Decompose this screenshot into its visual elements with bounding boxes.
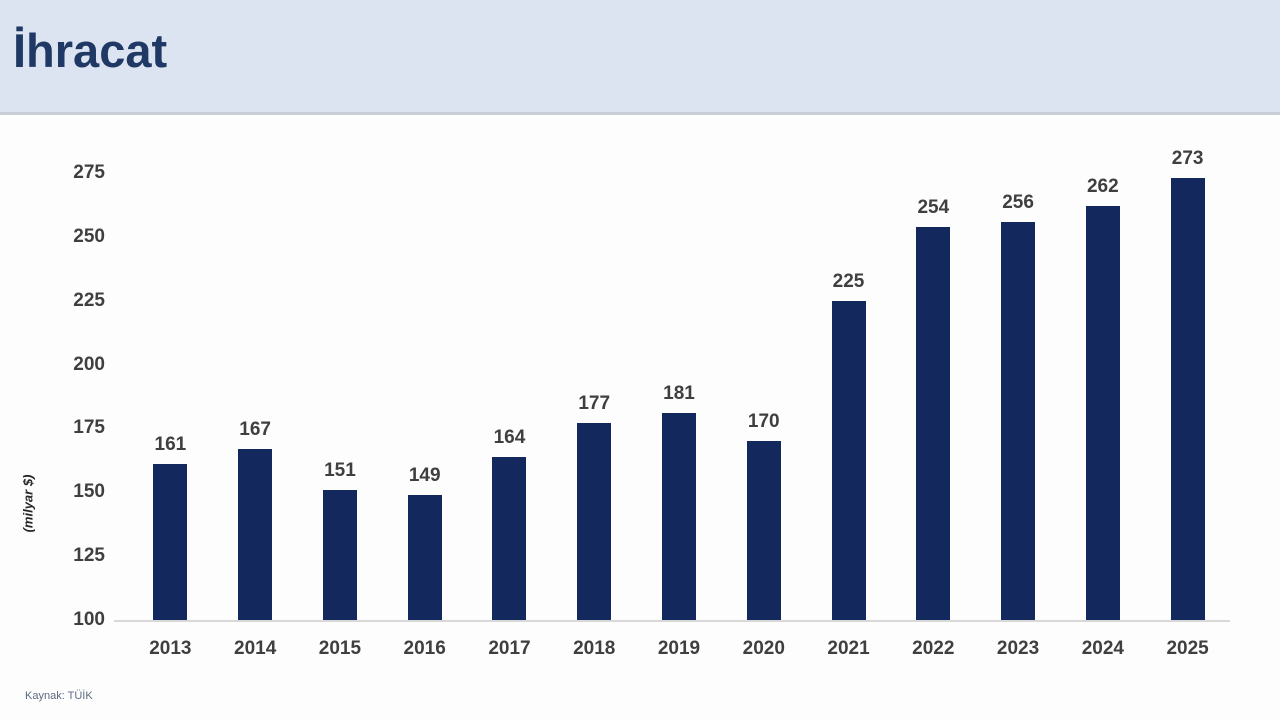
slide-header: İhracat [0,0,1280,115]
bar-2019 [662,413,696,620]
bar-value-label-2018: 177 [578,393,611,415]
bar-value-label-2025: 273 [1171,148,1204,170]
x-tick-2016: 2016 [403,638,446,659]
bar-2018 [577,423,612,620]
y-axis-title: (milyar $) [20,474,36,533]
bar-value-label-2013: 161 [154,434,187,456]
bar-value-label-2019: 181 [663,383,695,405]
bar-2014 [238,448,273,620]
bar-value-label-2015: 151 [324,459,356,481]
y-tick-225: 225 [73,289,105,311]
bar-2022 [916,226,951,620]
x-tick-2023: 2023 [996,638,1040,659]
source-note: Kaynak: TÜİK [25,690,93,702]
bar-value-label-2017: 164 [493,426,526,448]
y-tick-150: 150 [73,481,105,503]
bar-2023 [1001,221,1036,620]
y-tick-250: 250 [73,225,105,247]
y-tick-125: 125 [73,545,105,567]
bar-value-label-2014: 167 [239,418,271,440]
page-title: İhracat [13,24,168,77]
bar-value-label-2016: 149 [408,464,441,486]
x-tick-2020: 2020 [742,638,785,659]
bar-value-label-2021: 225 [832,270,865,292]
bar-2024 [1085,206,1120,620]
bar-2020 [746,441,781,620]
x-axis-line [114,620,1230,622]
bar-2016 [407,494,442,620]
bar-2015 [322,489,357,620]
bar-2025 [1170,178,1205,620]
bar-value-label-2020: 170 [747,411,780,433]
bar-2021 [831,300,866,620]
y-tick-100: 100 [73,609,105,630]
y-tick-275: 275 [73,162,105,183]
x-tick-2013: 2013 [149,638,192,659]
x-tick-2019: 2019 [657,638,701,659]
y-tick-175: 175 [73,417,105,439]
bar-value-label-2023: 256 [1002,191,1034,213]
x-tick-2014: 2014 [234,638,277,659]
bar-2013 [153,464,188,620]
x-tick-2022: 2022 [912,638,955,659]
bar-value-label-2022: 254 [917,196,950,218]
y-tick-200: 200 [73,353,105,375]
x-tick-2021: 2021 [827,638,870,659]
bar-value-label-2024: 262 [1086,176,1119,198]
x-tick-2024: 2024 [1081,638,1124,659]
x-tick-2025: 2025 [1166,638,1209,659]
bar-chart: (milyar $) 100 125 150 175 200 225 250 275 161 2… [0,118,1280,720]
x-tick-2017: 2017 [488,638,531,659]
x-tick-2018: 2018 [573,638,616,659]
x-tick-2015: 2015 [318,638,362,659]
bar-2017 [492,456,527,620]
